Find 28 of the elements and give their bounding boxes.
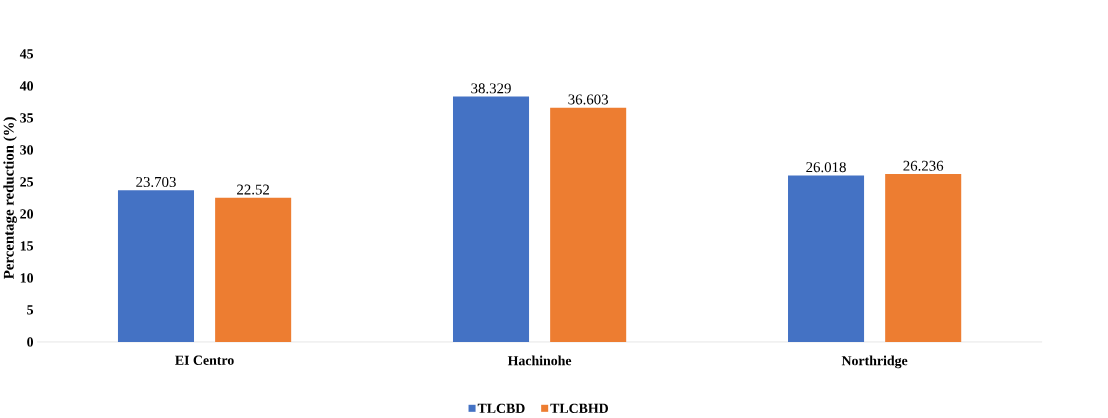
y-tick-label: 25 [20, 177, 34, 187]
data-label: 22.52 [237, 184, 270, 195]
legend-label: TLCBHD [550, 403, 608, 413]
x-tick-label: EI Centro [175, 355, 234, 365]
data-label: 36.603 [568, 94, 608, 105]
y-tick-label: 0 [27, 337, 34, 347]
bar [550, 107, 627, 342]
y-tick-label: 5 [27, 305, 34, 315]
y-tick-label: 30 [20, 145, 34, 155]
bar [215, 197, 292, 342]
bar [885, 173, 962, 342]
y-tick-label: 45 [19, 49, 34, 59]
y-tick-label: 10 [20, 273, 34, 283]
bar [788, 175, 865, 342]
y-axis-title: Percentage reduction (%) [3, 117, 17, 279]
y-tick-label: 35 [20, 113, 34, 123]
y-tick-label: 15 [20, 241, 34, 251]
data-label: 26.236 [903, 160, 944, 171]
x-tick-label: Hachinohe [507, 355, 572, 366]
data-label: 38.329 [471, 83, 511, 94]
y-tick-label: 40 [19, 81, 34, 91]
data-label: 23.703 [136, 176, 176, 187]
y-tick-label: 20 [20, 209, 34, 219]
data-label: 26.018 [806, 162, 846, 173]
bar [452, 96, 530, 342]
legend-label: TLCBD [477, 403, 525, 413]
bar [117, 190, 195, 342]
x-tick-label: Northridge [841, 355, 908, 369]
